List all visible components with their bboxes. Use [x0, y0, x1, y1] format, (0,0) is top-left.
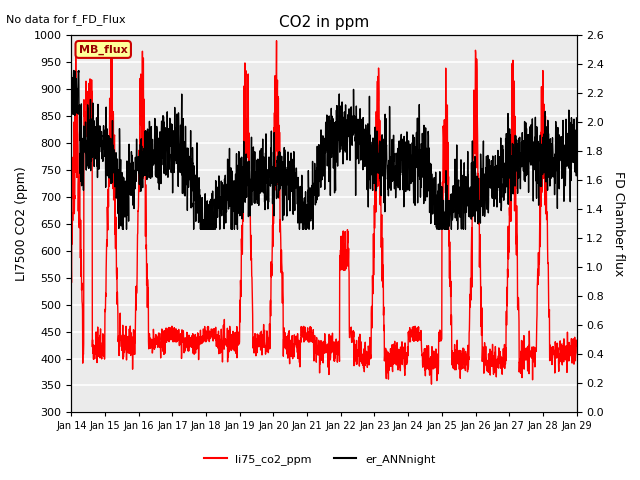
Y-axis label: FD Chamber flux: FD Chamber flux — [612, 171, 625, 276]
Text: MB_flux: MB_flux — [79, 44, 127, 55]
Legend: li75_co2_ppm, er_ANNnight: li75_co2_ppm, er_ANNnight — [200, 450, 440, 469]
Y-axis label: LI7500 CO2 (ppm): LI7500 CO2 (ppm) — [15, 167, 28, 281]
Title: CO2 in ppm: CO2 in ppm — [279, 15, 369, 30]
Text: No data for f_FD_Flux: No data for f_FD_Flux — [6, 14, 126, 25]
